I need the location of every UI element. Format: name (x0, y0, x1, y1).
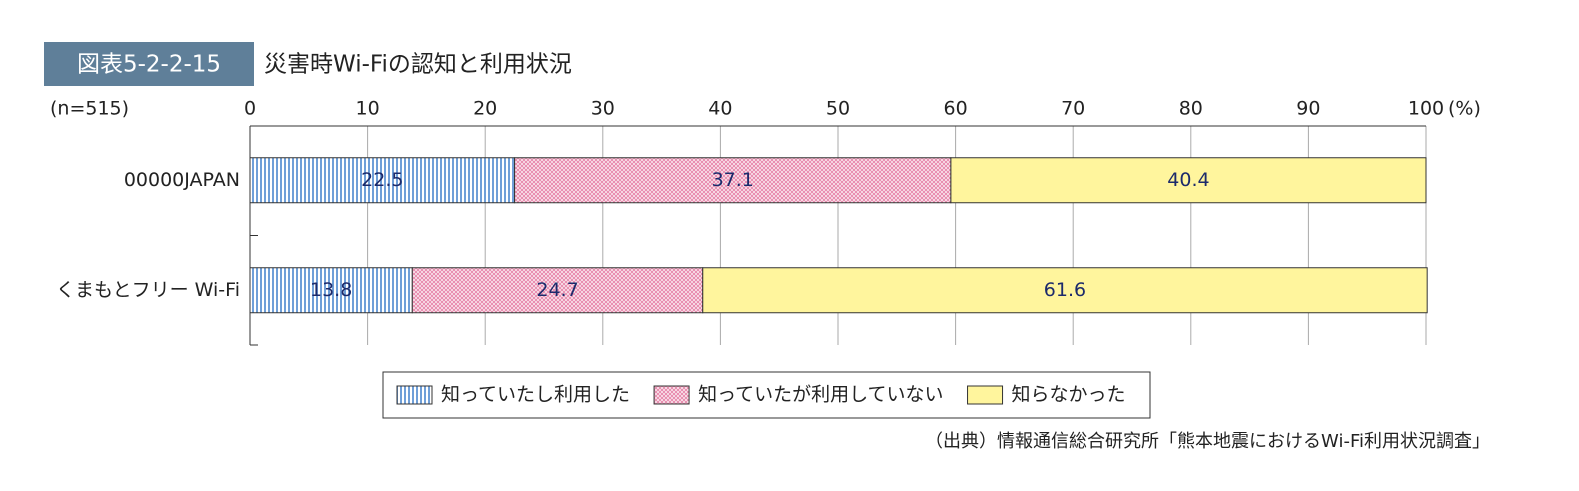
x-tick-label: 100 (1408, 98, 1444, 120)
legend-label: 知らなかった (1012, 384, 1126, 406)
x-tick-label: 30 (591, 98, 615, 120)
value-label: 40.4 (1167, 169, 1209, 191)
value-label: 22.5 (361, 169, 403, 191)
x-tick-label: 80 (1179, 98, 1203, 120)
chart-title: 災害時Wi-Fiの認知と利用状況 (264, 52, 572, 78)
x-tick-label: 10 (356, 98, 380, 120)
figure-label-box (44, 42, 254, 86)
value-label: 61.6 (1044, 279, 1086, 301)
source-note: （出典）情報通信総合研究所「熊本地震におけるWi-Fi利用状況調査」 (925, 431, 1490, 452)
value-label: 37.1 (712, 169, 754, 191)
legend-swatch (653, 385, 690, 405)
y-tick-label: 00000JAPAN (124, 169, 240, 191)
legend-box (382, 371, 1151, 419)
bar-segment (950, 157, 1427, 204)
legend-label: 知っていたが利用していない (698, 384, 943, 406)
x-tick-label: 0 (244, 98, 256, 120)
bar-segment (249, 157, 516, 204)
bar-segment (702, 267, 1428, 314)
bar-segment (514, 157, 952, 204)
value-label: 24.7 (536, 279, 578, 301)
legend-swatch (396, 385, 433, 405)
x-tick-label: 50 (826, 98, 850, 120)
value-label: 13.8 (310, 279, 352, 301)
legend-label: 知っていたし利用した (441, 384, 630, 406)
x-tick-label: 90 (1296, 98, 1320, 120)
x-tick-label: 40 (708, 98, 732, 120)
legend-swatch (967, 385, 1004, 405)
bar-segment (411, 267, 704, 314)
x-tick-label: 70 (1061, 98, 1085, 120)
unit-label: (%) (1448, 98, 1481, 120)
y-tick-label: くまもとフリー Wi-Fi (56, 279, 240, 301)
sample-note: (n=515) (50, 98, 129, 120)
figure-label: 図表5-2-2-15 (77, 52, 221, 78)
x-tick-label: 20 (473, 98, 497, 120)
x-tick-label: 60 (944, 98, 968, 120)
